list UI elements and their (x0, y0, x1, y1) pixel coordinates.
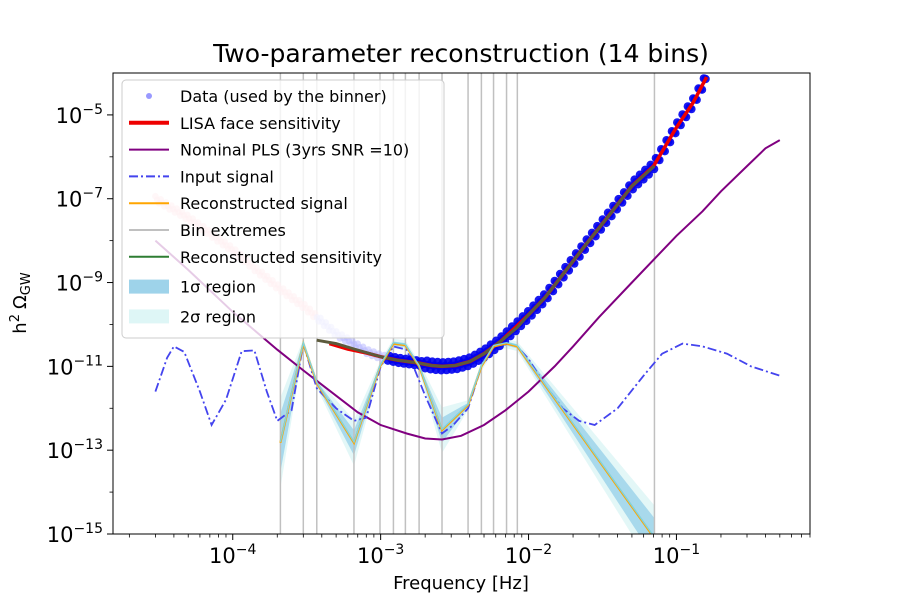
y-axis-label: h2 ΩGW (8, 272, 34, 334)
legend: Data (used by the binner) LISA face sensi… (121, 79, 445, 339)
legend-label-sigma1: 1σ region (180, 278, 256, 297)
x-tick-label-1: 10−3 (357, 542, 404, 568)
x-tick-label-0: 10−4 (209, 542, 256, 568)
legend-label-lisa: LISA face sensitivity (180, 114, 341, 133)
legend-label-recon: Reconstructed signal (180, 194, 348, 213)
y-tick-label-2: 10−11 (47, 353, 103, 379)
y-tick-label-0: 10−15 (47, 521, 103, 547)
y-axis-label-sub: GW (19, 272, 34, 295)
y-tick-label-3: 10−9 (56, 270, 103, 296)
reconstructed-signal-band-edge (279, 340, 653, 534)
y-tick-label-4: 10−7 (56, 186, 103, 212)
legend-label-pls: Nominal PLS (3yrs SNR =10) (180, 141, 409, 160)
legend-label-recsens: Reconstructed sensitivity (180, 248, 382, 267)
y-axis-label-main: h (10, 322, 31, 333)
legend-label-input: Input signal (180, 167, 274, 186)
legend-label-bins: Bin extremes (180, 221, 286, 240)
y-axis-label-symbol: Ω (10, 295, 31, 309)
legend-swatch-sigma2 (129, 309, 169, 324)
axes: 10−4 10−3 10−2 10−1 10−15 10−13 10−11 10−9 10−7 1… (47, 102, 811, 568)
chart-title: Two-parameter reconstruction (14 bins) (212, 39, 709, 68)
reconstructed-sensitivity-line (316, 164, 656, 368)
x-tick-label-3: 10−1 (653, 542, 700, 568)
x-tick-label-2: 10−2 (505, 542, 552, 568)
plot-frame (112, 72, 811, 535)
legend-label-data: Data (used by the binner) (180, 87, 387, 106)
legend-label-sigma2: 2σ region (180, 307, 256, 326)
x-axis-label: Frequency [Hz] (393, 573, 529, 594)
y-tick-label-5: 10−5 (56, 102, 103, 128)
y-axis-label-sup: 2 (8, 314, 23, 322)
legend-swatch-sigma1 (129, 279, 169, 294)
y-tick-label-1: 10−13 (47, 437, 103, 463)
legend-swatch-data (146, 93, 152, 99)
pls-line (154, 139, 781, 441)
legend-box (121, 79, 445, 339)
